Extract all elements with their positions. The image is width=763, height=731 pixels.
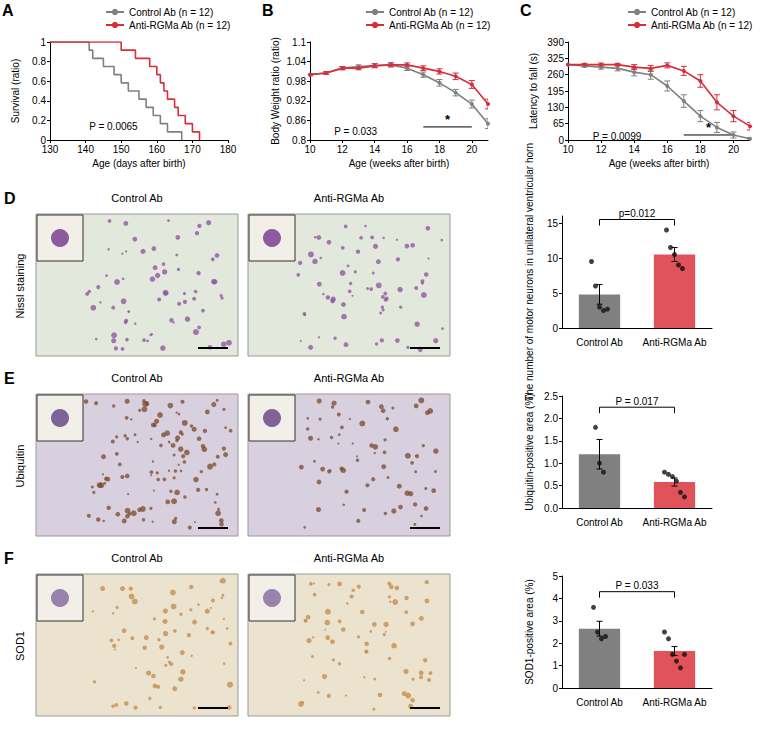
svg-text:10: 10 <box>547 253 559 264</box>
svg-text:A: A <box>2 2 14 19</box>
svg-text:4: 4 <box>552 593 558 604</box>
svg-text:0: 0 <box>552 323 558 334</box>
svg-text:Age (weeks after birth): Age (weeks after birth) <box>349 158 450 169</box>
svg-text:P = 0.033: P = 0.033 <box>616 580 659 591</box>
svg-text:The number of motor neurons in: The number of motor neurons in unilatera… <box>524 143 535 401</box>
svg-text:0: 0 <box>552 683 558 694</box>
svg-text:0.98: 0.98 <box>287 76 307 87</box>
svg-text:140: 140 <box>77 144 94 155</box>
svg-text:160: 160 <box>148 144 165 155</box>
svg-text:10: 10 <box>304 144 316 155</box>
svg-text:Age (days after birth): Age (days after birth) <box>92 158 185 169</box>
svg-text:14: 14 <box>629 144 641 155</box>
svg-text:195: 195 <box>547 86 564 97</box>
svg-text:Control Ab (n = 12): Control Ab (n = 12) <box>129 7 213 18</box>
svg-text:0.92: 0.92 <box>287 95 307 106</box>
svg-text:14: 14 <box>369 144 381 155</box>
svg-text:Control Ab: Control Ab <box>576 697 623 708</box>
svg-text:5: 5 <box>552 288 558 299</box>
svg-text:Anti-RGMa Ab: Anti-RGMa Ab <box>314 192 384 204</box>
svg-text:SOD1: SOD1 <box>14 631 26 661</box>
svg-text:0.5: 0.5 <box>544 480 558 491</box>
svg-text:Control Ab: Control Ab <box>576 517 623 528</box>
svg-text:3: 3 <box>552 615 558 626</box>
svg-text:0: 0 <box>558 134 564 146</box>
svg-text:Ubiquitin: Ubiquitin <box>14 445 26 488</box>
svg-text:12: 12 <box>337 144 349 155</box>
svg-text:130: 130 <box>42 144 59 155</box>
svg-text:18: 18 <box>695 144 707 155</box>
svg-text:Nissl staining: Nissl staining <box>14 254 26 319</box>
svg-text:Anti-RGMa Ab: Anti-RGMa Ab <box>643 697 707 708</box>
svg-text:260: 260 <box>547 69 564 80</box>
svg-text:1.5: 1.5 <box>544 435 558 446</box>
svg-text:0.6: 0.6 <box>32 76 46 87</box>
svg-text:2: 2 <box>552 638 558 649</box>
svg-text:P = 0.0099: P = 0.0099 <box>593 131 642 142</box>
svg-text:Age (weeks after birth): Age (weeks after birth) <box>609 158 710 169</box>
svg-text:16: 16 <box>402 144 414 155</box>
svg-text:1.1: 1.1 <box>292 37 306 48</box>
svg-text:*: * <box>445 112 451 127</box>
svg-text:0: 0 <box>40 134 46 146</box>
svg-text:16: 16 <box>662 144 674 155</box>
svg-text:180: 180 <box>220 144 237 155</box>
svg-text:Control Ab: Control Ab <box>111 192 162 204</box>
svg-text:Anti-RGMa Ab: Anti-RGMa Ab <box>643 517 707 528</box>
svg-text:2.0: 2.0 <box>544 413 558 424</box>
svg-text:SOD1-positive area (%): SOD1-positive area (%) <box>524 579 535 685</box>
svg-text:10: 10 <box>562 144 574 155</box>
svg-text:Control Ab (n = 12): Control Ab (n = 12) <box>651 7 735 18</box>
svg-text:0.4: 0.4 <box>32 95 46 106</box>
svg-text:390: 390 <box>547 37 564 48</box>
svg-text:1.0: 1.0 <box>544 458 558 469</box>
svg-text:Anti-RGMa Ab: Anti-RGMa Ab <box>314 372 384 384</box>
svg-text:E: E <box>4 370 15 387</box>
svg-text:Body Weight ratio (ratio): Body Weight ratio (ratio) <box>270 37 281 145</box>
svg-text:0.8: 0.8 <box>32 56 46 67</box>
svg-text:Anti-RGMa Ab (n = 12): Anti-RGMa Ab (n = 12) <box>129 20 230 31</box>
svg-text:F: F <box>4 550 14 567</box>
svg-text:B: B <box>262 2 274 19</box>
svg-text:15: 15 <box>547 218 559 229</box>
svg-text:Survival (ratio): Survival (ratio) <box>10 59 21 123</box>
svg-text:130: 130 <box>547 102 564 113</box>
svg-text:20: 20 <box>728 144 740 155</box>
svg-text:Control Ab: Control Ab <box>576 337 623 348</box>
svg-text:Ubiquitin-positive area (%): Ubiquitin-positive area (%) <box>524 393 535 510</box>
svg-text:Control Ab (n = 12): Control Ab (n = 12) <box>389 7 473 18</box>
svg-text:5: 5 <box>552 571 558 582</box>
svg-text:Anti-RGMa Ab (n = 12): Anti-RGMa Ab (n = 12) <box>651 20 752 31</box>
svg-text:p=0.012: p=0.012 <box>619 208 656 219</box>
svg-text:C: C <box>520 2 532 19</box>
svg-text:0.0: 0.0 <box>544 503 558 514</box>
svg-text:P = 0.0065: P = 0.0065 <box>89 121 138 132</box>
svg-text:20: 20 <box>466 144 478 155</box>
svg-text:12: 12 <box>596 144 608 155</box>
svg-text:Anti-RGMa Ab (n = 12): Anti-RGMa Ab (n = 12) <box>389 20 490 31</box>
svg-text:1: 1 <box>552 660 558 671</box>
svg-text:1.04: 1.04 <box>287 56 307 67</box>
svg-text:2.5: 2.5 <box>544 391 558 402</box>
svg-text:0.8: 0.8 <box>292 134 306 146</box>
svg-text:Control Ab: Control Ab <box>111 552 162 564</box>
svg-text:Control Ab: Control Ab <box>111 372 162 384</box>
svg-text:P = 0.017: P = 0.017 <box>616 396 659 407</box>
svg-text:325: 325 <box>547 53 564 64</box>
svg-text:65: 65 <box>553 118 565 129</box>
svg-text:18: 18 <box>434 144 446 155</box>
svg-text:0.86: 0.86 <box>287 115 307 126</box>
svg-text:0.2: 0.2 <box>32 115 46 126</box>
svg-text:Anti-RGMa Ab: Anti-RGMa Ab <box>643 337 707 348</box>
svg-text:Latency to fall (s): Latency to fall (s) <box>528 53 539 129</box>
svg-text:150: 150 <box>113 144 130 155</box>
svg-text:Anti-RGMa Ab: Anti-RGMa Ab <box>314 552 384 564</box>
svg-text:D: D <box>4 190 16 207</box>
svg-text:P = 0.033: P = 0.033 <box>334 126 377 137</box>
svg-text:170: 170 <box>184 144 201 155</box>
svg-text:1: 1 <box>40 37 46 48</box>
